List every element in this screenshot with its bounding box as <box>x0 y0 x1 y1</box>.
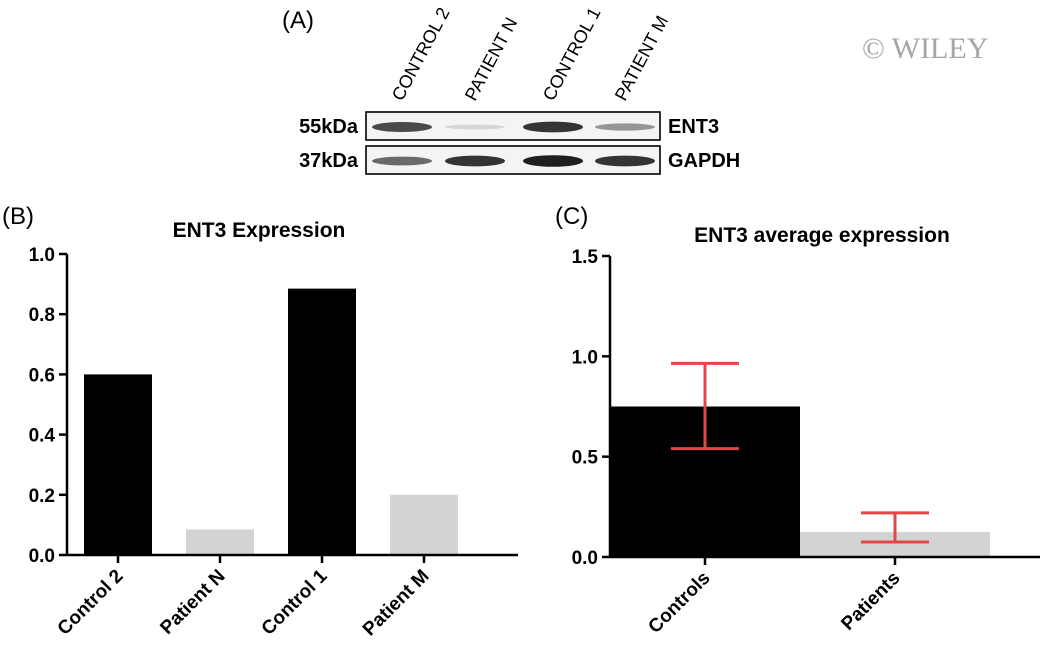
lane-label-control-1: CONTROL 1 <box>539 4 605 104</box>
ent3-expression-chart: (B) ENT3 Expression 0.0 0.2 0.4 0.6 0.8 1.0 Co… <box>2 203 518 640</box>
y-tick-label: 1.0 <box>572 347 598 368</box>
panel-b-title: ENT3 Expression <box>173 219 346 242</box>
marker-label-37kda: 37kDa <box>299 150 359 172</box>
x-tick-label-control-1: Control 1 <box>258 565 332 639</box>
y-tick-label: 0.0 <box>29 546 55 567</box>
lane-label-patient-m: PATIENT M <box>611 12 672 104</box>
band-ent3-control-2 <box>372 122 432 132</box>
bar-patient-n <box>186 529 254 555</box>
lane-label-control-2: CONTROL 2 <box>388 4 454 104</box>
band-ent3-patient-n <box>445 124 505 130</box>
panel-a-label: (A) <box>282 7 314 34</box>
x-tick-label-patient-m: Patient M <box>359 566 434 641</box>
band-gapdh-control-1 <box>523 155 583 167</box>
band-gapdh-patient-n <box>445 155 505 167</box>
blot-row-gapdh: 37kDa GAPDH <box>299 145 740 175</box>
y-tick-label: 1.0 <box>29 245 55 266</box>
band-ent3-control-1 <box>523 121 583 133</box>
bar-patient-m <box>390 494 458 555</box>
blot-row-ent3: 55kDa ENT3 <box>299 111 719 141</box>
band-ent3-patient-m <box>595 123 655 131</box>
x-tick-label-controls: Controls <box>644 568 714 638</box>
y-tick-label: 0.6 <box>29 365 55 386</box>
chart-b-marks: 0.0 0.2 0.4 0.6 0.8 1.0 Control 2 Patient N Cont… <box>29 245 518 640</box>
y-tick-label: 0.4 <box>29 426 56 447</box>
panel-c-title: ENT3 average expression <box>694 224 950 247</box>
ent3-average-expression-chart: (C) ENT3 average expression 0.0 0.5 1.0 1.5… <box>555 203 1040 638</box>
y-tick-label: 1.5 <box>572 247 599 268</box>
lane-labels: CONTROL 2 PATIENT N CONTROL 1 PATIENT M <box>388 4 672 104</box>
band-gapdh-control-2 <box>372 156 432 166</box>
wiley-watermark: © WILEY <box>862 32 988 65</box>
band-gapdh-patient-m <box>595 155 655 167</box>
bar-control-2 <box>84 374 152 555</box>
x-tick-label-control-2: Control 2 <box>54 566 128 640</box>
blot-rows: 55kDa ENT3 37kDa GAPDH <box>299 111 740 175</box>
western-blot-panel: (A) CONTROL 2 PATIENT N CONTROL 1 PATIENT M… <box>282 4 740 175</box>
y-tick-label: 0.0 <box>572 548 598 569</box>
chart-c-marks: 0.0 0.5 1.0 1.5 Controls Patients <box>572 247 1040 638</box>
protein-label-gapdh: GAPDH <box>668 150 740 172</box>
error-bar-patients <box>861 511 929 544</box>
panel-b-label: (B) <box>2 203 34 230</box>
x-tick-label-patients: Patients <box>837 568 904 635</box>
bar-control-1 <box>288 288 356 555</box>
panel-c-label: (C) <box>555 203 588 230</box>
x-tick-label-patient-n: Patient N <box>156 566 229 639</box>
y-tick-label: 0.8 <box>29 305 55 326</box>
y-tick-label: 0.2 <box>29 486 55 507</box>
y-tick-label: 0.5 <box>572 448 599 469</box>
protein-label-ent3: ENT3 <box>668 116 719 138</box>
lane-label-patient-n: PATIENT N <box>461 14 521 104</box>
marker-label-55kda: 55kDa <box>299 116 359 138</box>
error-bar-controls <box>671 361 739 451</box>
